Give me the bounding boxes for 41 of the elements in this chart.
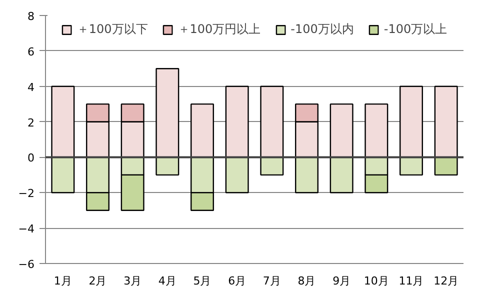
bar xyxy=(400,156,423,176)
bar xyxy=(330,103,354,158)
y-tick-label: 8 xyxy=(28,10,34,23)
legend-label: ＋100万円以上 xyxy=(178,21,261,38)
legend-label: -100万以上 xyxy=(384,21,448,38)
bar xyxy=(364,103,388,158)
bar xyxy=(190,103,214,158)
x-tick-label: 10月 xyxy=(364,274,389,288)
y-tick-label: 6 xyxy=(28,45,34,58)
bar xyxy=(434,86,458,158)
bar xyxy=(225,156,249,194)
y-tick-label: −4 xyxy=(18,222,35,236)
legend-label: ＋100万以下 xyxy=(76,21,148,38)
x-tick-label: 5月 xyxy=(193,274,212,288)
y-tick-label: 2 xyxy=(28,116,34,130)
bar xyxy=(51,86,75,158)
y-tick-label: −2 xyxy=(18,187,35,200)
x-tick-label: 6月 xyxy=(228,274,246,288)
bar xyxy=(330,156,354,194)
x-tick-label: 2月 xyxy=(88,274,107,288)
x-tick-label: 1月 xyxy=(54,274,72,288)
y-tick-label: 0 xyxy=(28,152,34,165)
bar xyxy=(225,86,249,158)
legend-label: -100万以内 xyxy=(290,21,354,38)
x-tick-label: 3月 xyxy=(124,274,142,288)
x-tick-label: 7月 xyxy=(262,274,281,288)
y-tick-label: −6 xyxy=(18,258,35,271)
bar xyxy=(400,86,423,158)
bar xyxy=(434,156,458,176)
bar xyxy=(260,156,284,176)
x-tick-label: 4月 xyxy=(158,274,176,288)
x-tick-label: 12月 xyxy=(434,274,459,288)
bar xyxy=(295,156,318,194)
x-tick-label: 9月 xyxy=(332,274,351,288)
bar xyxy=(156,68,180,158)
bar xyxy=(51,156,75,194)
y-tick-label: 4 xyxy=(28,80,34,94)
x-tick-label: 8月 xyxy=(298,274,316,288)
x-tick-label: 11月 xyxy=(398,274,424,288)
bar xyxy=(156,156,180,176)
bar xyxy=(260,86,284,158)
